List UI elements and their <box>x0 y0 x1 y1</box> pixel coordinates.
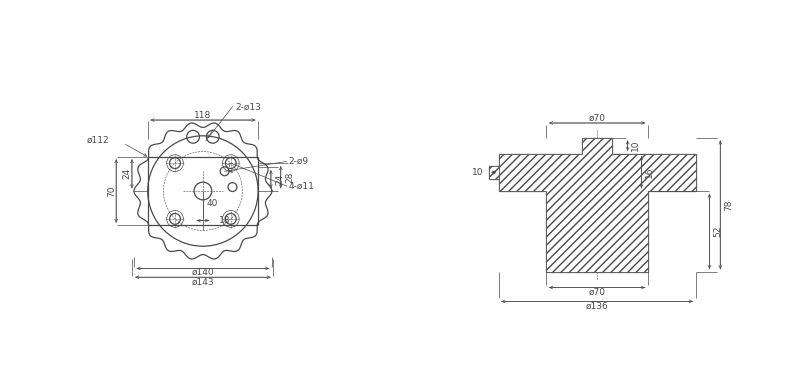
Text: ø70: ø70 <box>589 113 606 123</box>
Text: 10: 10 <box>631 140 640 151</box>
Text: 18: 18 <box>219 216 230 225</box>
Text: ø112: ø112 <box>87 136 110 145</box>
Text: ø143: ø143 <box>191 278 214 286</box>
Text: 24: 24 <box>275 173 284 185</box>
Text: 52: 52 <box>713 226 722 237</box>
Text: 28: 28 <box>285 172 294 183</box>
Polygon shape <box>489 166 498 179</box>
Text: ø136: ø136 <box>586 302 609 311</box>
Text: 2-ø9: 2-ø9 <box>289 157 309 166</box>
Text: ø140: ø140 <box>191 268 214 277</box>
Text: 2-ø13: 2-ø13 <box>235 102 262 111</box>
Text: 16: 16 <box>645 167 654 178</box>
Text: 78: 78 <box>725 199 734 210</box>
Polygon shape <box>498 138 696 272</box>
Text: 24: 24 <box>122 168 131 180</box>
Text: ø70: ø70 <box>589 288 606 297</box>
Text: 4-ø11: 4-ø11 <box>289 181 314 191</box>
Text: 10: 10 <box>472 168 484 177</box>
Text: 70: 70 <box>106 185 116 197</box>
Text: 40: 40 <box>207 199 218 208</box>
Text: 118: 118 <box>194 111 211 120</box>
